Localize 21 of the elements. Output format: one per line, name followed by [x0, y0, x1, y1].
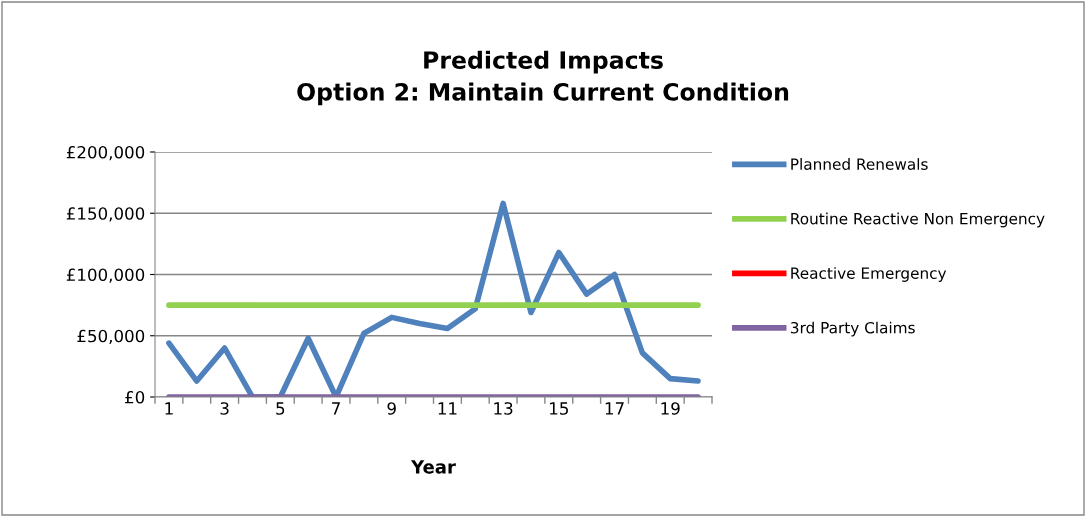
- legend-label: Planned Renewals: [791, 158, 928, 170]
- x-tick-label: 9: [387, 402, 396, 415]
- x-axis-title: Year: [410, 460, 456, 474]
- x-tick-label: 13: [494, 402, 513, 415]
- x-tick-label: 3: [220, 402, 229, 415]
- x-tick-label: 19: [661, 402, 680, 415]
- legend-label: 3rd Party Claims: [790, 321, 915, 337]
- chart-title: Predicted Impacts Option 2: Maintain Current Condition: [297, 50, 789, 106]
- x-tick-label: 1: [165, 402, 173, 415]
- y-tick-label: £100,000: [66, 268, 145, 283]
- legend-label: Routine Reactive Non Emergency: [791, 212, 1045, 228]
- y-tick-label: £50,000: [77, 329, 145, 345]
- x-tick-label: 5: [276, 402, 285, 415]
- x-tick-label: 15: [550, 402, 568, 415]
- y-tick-label: £0: [125, 390, 145, 404]
- x-tick-label: 17: [605, 402, 624, 415]
- legend-label: Reactive Emergency: [791, 267, 947, 282]
- x-tick-label: 11: [438, 402, 457, 415]
- x-tick-label: 7: [332, 402, 340, 415]
- y-tick-label: £200,000: [66, 145, 145, 161]
- y-tick-label: £150,000: [66, 207, 145, 222]
